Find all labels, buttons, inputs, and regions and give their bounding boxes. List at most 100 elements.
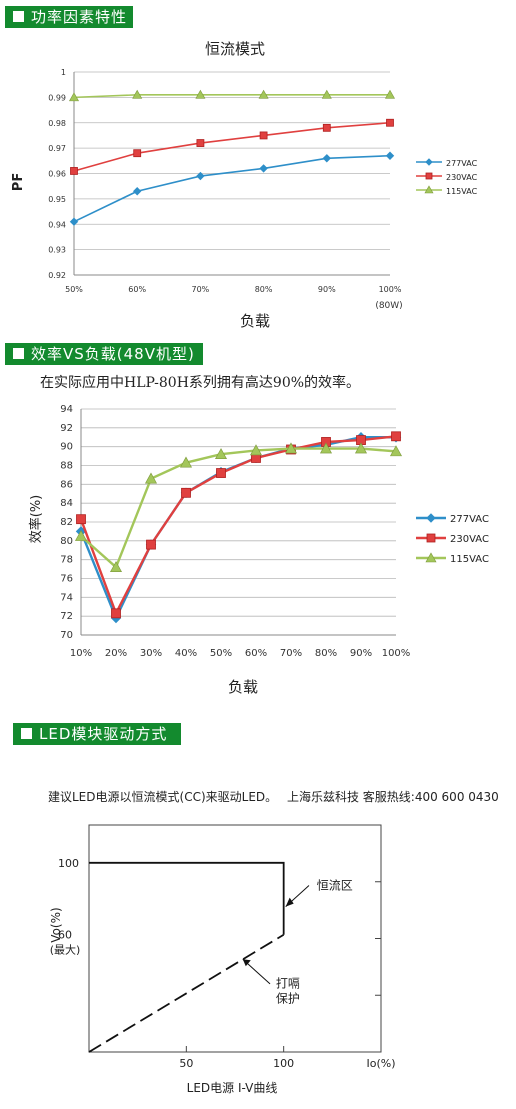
- x-tick-label: 60%: [245, 648, 267, 659]
- pf-chart: 恒流模式 PF 负载 (80W) 0.92 0.93 0.94 0.95 0.96 0.9…: [11, 40, 478, 330]
- data-point-triangle: [132, 89, 143, 99]
- data-point-diamond: [259, 164, 268, 173]
- data-point-square: [146, 539, 156, 550]
- data-point-diamond: [322, 154, 332, 163]
- data-point-triangle: [249, 444, 263, 456]
- y-tick-label: 82: [60, 517, 73, 528]
- data-point-triangle: [319, 442, 333, 454]
- x-tick-label: 50%: [210, 648, 232, 659]
- section-title: 功率因素特性: [31, 8, 128, 26]
- x-tick-label: 10%: [70, 648, 92, 659]
- data-point-square: [386, 118, 394, 127]
- y-tick-label: 74: [60, 592, 73, 603]
- hiccup-protection-line: [88, 933, 285, 1053]
- arrowhead-icon: [242, 959, 251, 967]
- x-extra-label: (80W): [375, 301, 402, 311]
- data-point-square: [181, 487, 191, 498]
- square-bullet-icon: [21, 728, 32, 739]
- data-point-triangle: [424, 185, 434, 194]
- data-point-triangle: [109, 561, 123, 572]
- legend-label: 277VAC: [446, 159, 478, 168]
- x-tick-label: 90%: [350, 648, 372, 659]
- series-line: [73, 94, 390, 99]
- led-note: 建议LED电源以恒流模式(CC)来驱动LED。 上海乐兹科技 客服热线:400 …: [48, 788, 499, 805]
- data-point-diamond: [385, 151, 395, 160]
- x-tick-label: 50: [179, 1057, 193, 1070]
- data-point-triangle: [74, 530, 88, 541]
- y-tick-label: 90: [60, 442, 73, 453]
- x-tick-label: 30%: [140, 648, 162, 659]
- annotation-hiccup: 打嗝: [276, 977, 300, 991]
- data-point-square: [425, 172, 433, 180]
- y-tick-label: 1: [61, 68, 66, 77]
- data-point-diamond: [132, 187, 142, 196]
- legend-label: 115VAC: [446, 187, 478, 196]
- data-point-square: [426, 533, 436, 543]
- data-point-triangle: [179, 456, 193, 468]
- section-title: 效率VS负载(48V机型): [31, 345, 195, 363]
- data-point-triangle: [195, 89, 206, 99]
- square-bullet-icon: [13, 11, 24, 22]
- data-point-diamond: [69, 217, 79, 226]
- data-point-diamond: [425, 158, 433, 166]
- section-title: LED模块驱动方式: [39, 725, 168, 743]
- y-tick-label: 84: [60, 498, 73, 509]
- y-tick-label: 86: [60, 479, 73, 490]
- annotation-cc-region: 恒流区: [317, 879, 353, 893]
- data-point-square: [216, 468, 226, 478]
- y-tick-label: 94: [60, 404, 73, 415]
- x-axis-label: 负载: [240, 312, 270, 330]
- data-point-triangle: [389, 445, 403, 457]
- data-point-square: [133, 149, 142, 158]
- y-tick-sublabel: (最大): [50, 943, 81, 957]
- data-point-diamond: [426, 513, 436, 523]
- led-note-text: 建议LED电源以恒流模式(CC)来驱动LED。: [48, 790, 278, 804]
- data-point-triangle: [384, 89, 396, 99]
- chart-title: 恒流模式: [205, 40, 265, 58]
- y-tick-label: 88: [60, 461, 73, 472]
- efficiency-note: 在实际应用中HLP-80H系列拥有高达90%的效率。: [40, 375, 361, 391]
- series-line: [73, 121, 391, 172]
- data-point-triangle: [258, 89, 269, 99]
- section-header-efficiency: 效率VS负载(48V机型): [5, 343, 203, 365]
- data-point-square: [391, 431, 401, 442]
- legend-label: 230VAC: [446, 173, 478, 182]
- y-tick-label: 72: [60, 611, 73, 622]
- series-line: [73, 154, 391, 223]
- data-point-diamond: [196, 171, 205, 181]
- data-point-square: [259, 131, 268, 140]
- efficiency-chart: 效率(%) 负载 70 72 74 76 78 80 82 84 86 88 90 92 94 10% 20…: [28, 404, 489, 696]
- x-tick-label: 70%: [280, 648, 302, 659]
- x-tick-label: 80%: [255, 285, 273, 294]
- y-tick-label: 0.94: [48, 220, 66, 229]
- y-tick-label: 0.98: [48, 119, 66, 128]
- data-point-triangle: [321, 89, 332, 99]
- x-tick-label: 100%: [379, 285, 402, 294]
- x-tick-label: 50%: [65, 285, 83, 294]
- y-axis-label: 效率(%): [28, 495, 44, 544]
- legend-label: 230VAC: [450, 534, 489, 545]
- section-header-led: LED模块驱动方式: [13, 723, 181, 745]
- data-point-triangle: [214, 448, 228, 460]
- y-tick-label: 100: [58, 857, 79, 870]
- y-tick-label: 70: [60, 630, 73, 641]
- y-tick-label: 0.93: [48, 246, 66, 255]
- data-point-triangle: [354, 442, 368, 454]
- y-tick-label: 76: [60, 574, 73, 585]
- constant-current-line: [89, 861, 285, 935]
- series-line: [80, 447, 397, 570]
- y-tick-label: 0.92: [48, 271, 66, 280]
- legend-label: 277VAC: [450, 514, 489, 525]
- y-tick-label: 78: [60, 555, 73, 566]
- x-tick-label: 70%: [192, 285, 210, 294]
- chart-caption: LED电源 I-V曲线: [187, 1081, 278, 1095]
- data-point-triangle: [425, 552, 437, 563]
- y-tick-label: 0.97: [48, 144, 66, 153]
- data-point-square: [196, 139, 205, 147]
- x-tick-label: 20%: [105, 648, 127, 659]
- x-tick-label: 60%: [128, 285, 146, 294]
- x-tick-label: 40%: [175, 648, 197, 659]
- legend-label: 115VAC: [450, 554, 489, 565]
- y-axis-label: PF: [11, 173, 26, 191]
- section-header-pf: 功率因素特性: [5, 6, 133, 28]
